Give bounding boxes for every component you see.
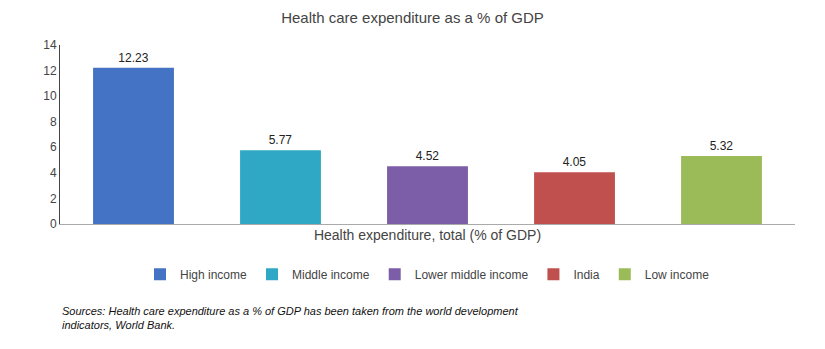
svg-text:India: India [573,268,599,282]
svg-text:Lower middle income: Lower middle income [415,268,529,282]
svg-text:6: 6 [50,140,57,154]
svg-text:Health care expenditure as a %: Health care expenditure as a % of GDP [281,9,544,26]
svg-text:14: 14 [43,38,57,52]
svg-text:High income: High income [180,268,247,282]
svg-text:Low income: Low income [645,268,709,282]
svg-text:Health expenditure, total (% o: Health expenditure, total (% of GDP) [314,227,541,243]
svg-text:12.23: 12.23 [118,51,148,65]
svg-text:10: 10 [43,89,57,103]
svg-text:4.05: 4.05 [563,155,587,169]
svg-text:12: 12 [43,64,57,78]
svg-text:4: 4 [50,166,57,180]
svg-text:Sources: Health care expenditu: Sources: Health care expenditure as a % … [62,305,519,331]
svg-text:4.52: 4.52 [416,149,440,163]
svg-text:8: 8 [50,115,57,129]
svg-text:Middle income: Middle income [292,268,370,282]
svg-text:0: 0 [50,217,57,231]
svg-text:2: 2 [50,192,57,206]
svg-text:5.32: 5.32 [710,139,734,153]
svg-text:5.77: 5.77 [269,133,293,147]
